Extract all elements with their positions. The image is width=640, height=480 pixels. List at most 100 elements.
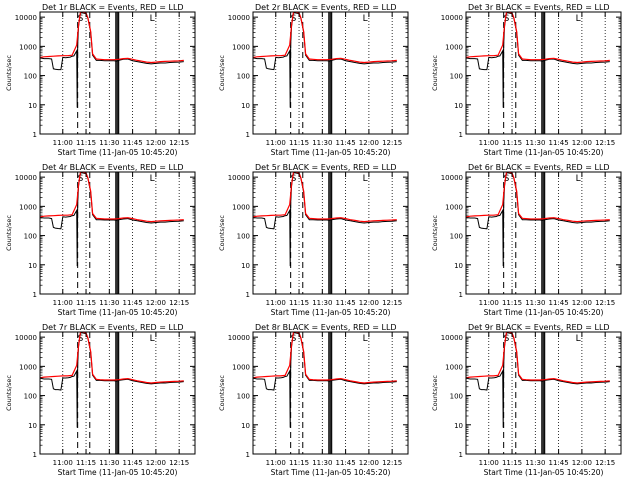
x-tick-label: 11:45 xyxy=(336,299,356,307)
y-tick-label: 1 xyxy=(459,451,463,459)
y-axis-label: Counts/sec xyxy=(218,215,226,251)
x-tick-label: 11:45 xyxy=(123,459,143,467)
flag-letter: L xyxy=(576,174,581,184)
x-tick-label: 12:00 xyxy=(359,459,379,467)
y-tick-label: 10000 xyxy=(441,174,463,182)
y-tick-label: 10000 xyxy=(441,14,463,22)
plot-frame xyxy=(39,331,196,455)
y-tick-label: 10000 xyxy=(15,334,37,342)
x-tick-label: 11:30 xyxy=(525,459,545,467)
x-axis-label: Start Time (11-Jan-05 10:45:20) xyxy=(58,468,178,477)
y-tick-label: 100 xyxy=(450,233,463,241)
x-tick-label: 11:15 xyxy=(289,299,309,307)
y-axis-label: Counts/sec xyxy=(431,215,439,251)
x-tick-label: 11:15 xyxy=(502,299,522,307)
x-tick-label: 12:00 xyxy=(572,139,592,147)
y-tick-label: 100 xyxy=(450,73,463,81)
x-tick-label: 11:15 xyxy=(76,299,96,307)
y-tick-label: 10000 xyxy=(228,334,250,342)
flag-letter: L xyxy=(363,14,368,24)
y-tick-label: 100 xyxy=(24,393,37,401)
x-tick-label: 11:30 xyxy=(99,139,119,147)
plot-frame xyxy=(465,331,622,455)
y-tick-label: 10 xyxy=(454,262,463,270)
y-tick-label: 10 xyxy=(28,262,37,270)
plot-frame xyxy=(465,11,622,135)
x-tick-label: 11:00 xyxy=(266,139,286,147)
y-tick-label: 10 xyxy=(241,262,250,270)
y-tick-label: 100 xyxy=(24,73,37,81)
flag-letter: S xyxy=(291,174,297,184)
x-tick-label: 11:30 xyxy=(525,139,545,147)
y-tick-label: 1 xyxy=(246,451,250,459)
panel-title: Det 9r BLACK = Events, RED = LLD xyxy=(468,323,610,332)
panel-title: Det 2r BLACK = Events, RED = LLD xyxy=(255,3,397,12)
y-tick-label: 1 xyxy=(33,451,37,459)
y-tick-label: 1000 xyxy=(232,203,250,211)
x-tick-label: 11:00 xyxy=(479,139,499,147)
panel-title: Det 5r BLACK = Events, RED = LLD xyxy=(255,163,397,172)
x-axis-label: Start Time (11-Jan-05 10:45:20) xyxy=(484,308,604,317)
x-tick-label: 12:15 xyxy=(595,139,615,147)
y-tick-label: 1000 xyxy=(19,363,37,371)
x-tick-label: 12:00 xyxy=(146,459,166,467)
y-tick-label: 1 xyxy=(246,131,250,139)
x-tick-label: 12:00 xyxy=(359,139,379,147)
plot-frame xyxy=(39,171,196,295)
flag-letter: S xyxy=(78,174,84,184)
x-tick-label: 11:45 xyxy=(549,299,569,307)
flag-letter: L xyxy=(150,334,155,344)
y-tick-label: 1000 xyxy=(232,43,250,51)
x-tick-label: 11:00 xyxy=(53,299,73,307)
y-tick-label: 10000 xyxy=(228,174,250,182)
flag-letter: S xyxy=(291,14,297,24)
lld-series-line xyxy=(253,12,397,64)
panel-title: Det 4r BLACK = Events, RED = LLD xyxy=(42,163,184,172)
x-tick-label: 12:15 xyxy=(382,139,402,147)
lld-series-line xyxy=(466,332,610,384)
x-axis-label: Start Time (11-Jan-05 10:45:20) xyxy=(271,468,391,477)
flag-letter: L xyxy=(576,334,581,344)
x-axis-label: Start Time (11-Jan-05 10:45:20) xyxy=(484,468,604,477)
y-tick-label: 1000 xyxy=(445,363,463,371)
panel-title: Det 3r BLACK = Events, RED = LLD xyxy=(468,3,610,12)
y-tick-label: 1 xyxy=(33,291,37,299)
y-tick-label: 100 xyxy=(237,73,250,81)
x-tick-label: 11:00 xyxy=(53,459,73,467)
y-tick-label: 10000 xyxy=(15,174,37,182)
y-tick-label: 10 xyxy=(454,102,463,110)
panel-title: Det 6r BLACK = Events, RED = LLD xyxy=(468,163,610,172)
x-tick-label: 11:15 xyxy=(76,459,96,467)
y-tick-label: 1 xyxy=(459,291,463,299)
y-tick-label: 10 xyxy=(241,422,250,430)
plot-frame xyxy=(252,11,409,135)
x-tick-label: 11:15 xyxy=(502,459,522,467)
lld-series-line xyxy=(40,332,184,384)
x-tick-label: 12:00 xyxy=(359,299,379,307)
x-tick-label: 11:45 xyxy=(123,139,143,147)
x-tick-label: 11:15 xyxy=(289,139,309,147)
y-tick-label: 10 xyxy=(454,422,463,430)
flag-letter: L xyxy=(363,174,368,184)
y-tick-label: 1000 xyxy=(19,43,37,51)
y-tick-label: 1 xyxy=(459,131,463,139)
x-tick-label: 11:30 xyxy=(312,139,332,147)
x-axis-label: Start Time (11-Jan-05 10:45:20) xyxy=(271,148,391,157)
y-tick-label: 1000 xyxy=(19,203,37,211)
x-tick-label: 12:15 xyxy=(169,459,189,467)
x-tick-label: 12:15 xyxy=(169,299,189,307)
y-axis-label: Counts/sec xyxy=(218,375,226,411)
flag-letter: S xyxy=(291,334,297,344)
x-tick-label: 11:00 xyxy=(53,139,73,147)
x-tick-label: 12:00 xyxy=(572,299,592,307)
lld-series-line xyxy=(466,12,610,64)
panel-title: Det 8r BLACK = Events, RED = LLD xyxy=(255,323,397,332)
flag-letter: L xyxy=(363,334,368,344)
lld-series-line xyxy=(40,172,184,223)
